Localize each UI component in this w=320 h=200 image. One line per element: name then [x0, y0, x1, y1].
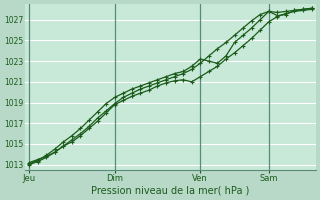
X-axis label: Pression niveau de la mer( hPa ): Pression niveau de la mer( hPa ): [91, 186, 250, 196]
